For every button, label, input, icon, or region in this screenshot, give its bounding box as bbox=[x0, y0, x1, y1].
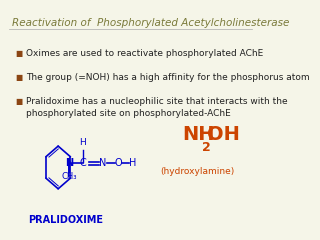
Text: ■: ■ bbox=[16, 49, 23, 58]
Text: N: N bbox=[100, 158, 107, 168]
Text: Pralidoxime has a nucleophilic site that interacts with the
phosphorylated site : Pralidoxime has a nucleophilic site that… bbox=[26, 97, 288, 118]
Text: 2: 2 bbox=[202, 141, 211, 154]
Text: H: H bbox=[129, 158, 137, 168]
Text: PRALIDOXIME: PRALIDOXIME bbox=[28, 215, 103, 225]
Text: H: H bbox=[79, 138, 86, 147]
Text: OH: OH bbox=[207, 125, 240, 144]
Text: ■: ■ bbox=[16, 97, 23, 107]
Text: Reactivation of  Phosphorylated Acetylcholinesterase: Reactivation of Phosphorylated Acetylcho… bbox=[12, 18, 289, 28]
Text: N: N bbox=[65, 158, 73, 168]
Text: CH₃: CH₃ bbox=[61, 172, 77, 181]
Text: ■: ■ bbox=[16, 72, 23, 82]
Text: Oximes are used to reactivate phosphorylated AChE: Oximes are used to reactivate phosphoryl… bbox=[26, 49, 263, 58]
Text: The group (=NOH) has a high affinity for the phosphorus atom: The group (=NOH) has a high affinity for… bbox=[26, 72, 309, 82]
Text: C: C bbox=[79, 158, 86, 168]
Text: NH: NH bbox=[182, 125, 214, 144]
Text: O: O bbox=[115, 158, 123, 168]
Text: (hydroxylamine): (hydroxylamine) bbox=[160, 168, 235, 176]
